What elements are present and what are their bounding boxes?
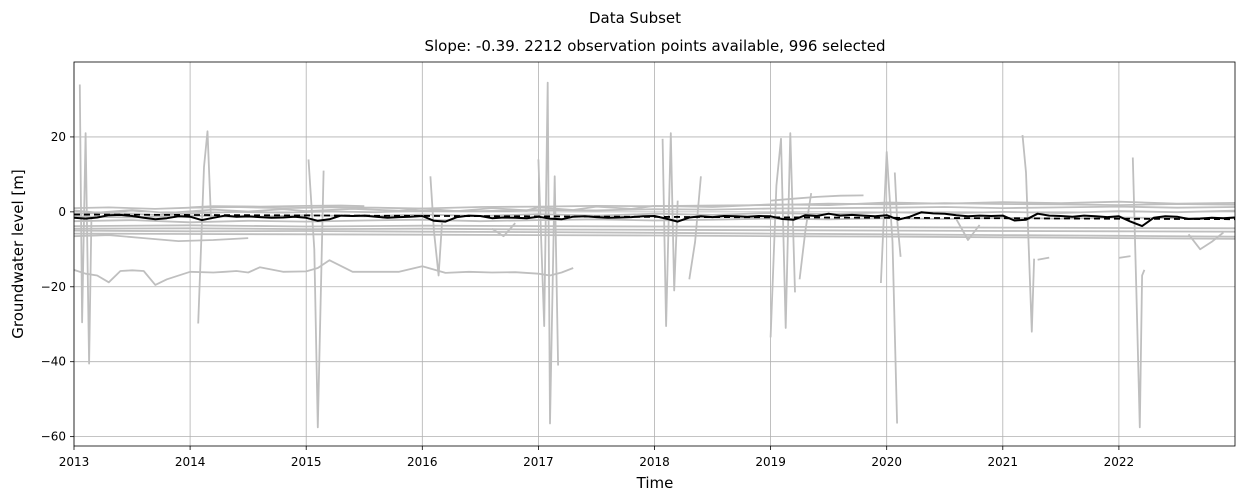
x-tick-label: 2016 [407, 455, 438, 469]
individual-series-line [74, 259, 574, 286]
y-tick-label: −60 [41, 430, 66, 444]
grid-lines [73, 62, 1235, 446]
x-axis-label: Time [636, 474, 674, 492]
individual-series-line [1131, 157, 1146, 429]
y-axis-label: Groundwater level [m] [9, 169, 27, 338]
individual-series-line [429, 176, 443, 277]
individual-series-line [491, 222, 516, 238]
individual-series-line [537, 81, 559, 425]
x-tick-label: 2015 [291, 455, 322, 469]
y-tick-label: 0 [58, 205, 66, 219]
x-tick-label: 2021 [988, 455, 1019, 469]
individual-series-line [74, 216, 1235, 224]
individual-series-group [74, 81, 1235, 429]
individual-series-line [74, 227, 1235, 233]
x-tick-label: 2018 [639, 455, 670, 469]
x-tick-label: 2020 [871, 455, 902, 469]
plot-area [74, 81, 1235, 429]
individual-series-line [955, 218, 981, 241]
individual-series-line [1187, 231, 1224, 251]
y-tick-label: −40 [41, 355, 66, 369]
individual-series-line [893, 172, 902, 257]
individual-series-line [880, 150, 898, 424]
x-axis-ticks: 2013 2014 2015 2016 2017 2018 2019 2020 2021 2022 [59, 446, 1134, 469]
x-tick-label: 2017 [523, 455, 554, 469]
x-tick-label: 2013 [59, 455, 90, 469]
individual-series-line [74, 224, 1235, 230]
individual-series-line [74, 205, 1235, 216]
individual-series-line [770, 194, 864, 202]
individual-series-line [1021, 135, 1035, 333]
y-tick-label: 20 [51, 130, 66, 144]
individual-series-line [74, 209, 1235, 219]
y-tick-label: −20 [41, 280, 66, 294]
x-tick-label: 2022 [1104, 455, 1135, 469]
x-tick-label: 2019 [755, 455, 786, 469]
individual-series-line [74, 200, 1235, 214]
y-axis-ticks: −60 −40 −20 0 20 [41, 130, 74, 444]
individual-series-line [798, 192, 813, 280]
individual-series-line [74, 229, 1235, 238]
individual-series-line [1037, 256, 1050, 261]
individual-series-line [74, 234, 249, 243]
individual-series-line [661, 132, 679, 328]
individual-series-line [190, 204, 365, 209]
individual-series-line [74, 232, 1235, 240]
individual-series-line [307, 159, 325, 429]
chart-suptitle: Data Subset [589, 9, 681, 27]
individual-series-line [769, 132, 796, 338]
x-tick-label: 2014 [175, 455, 206, 469]
individual-series-line [1118, 255, 1131, 259]
individual-series-line [78, 84, 93, 365]
chart-title: Slope: -0.39. 2212 observation points av… [424, 37, 885, 55]
mean-series-group [74, 211, 1235, 228]
mean-series-line [74, 211, 1235, 228]
individual-series-line [197, 130, 212, 324]
individual-series-line [688, 176, 702, 280]
